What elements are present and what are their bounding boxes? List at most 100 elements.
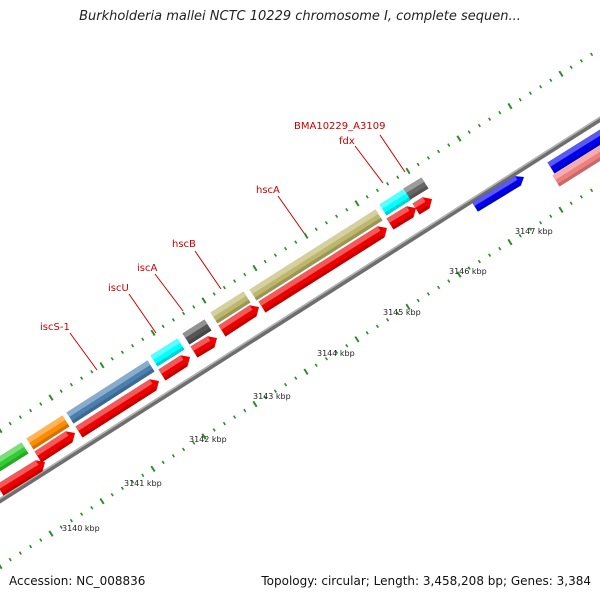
label-line-fdx (354, 145, 384, 184)
cds-red-9-shade (417, 205, 430, 215)
cds-red-7 (258, 226, 387, 313)
tick-upper-33 (335, 214, 339, 219)
tick-upper-2 (18, 415, 22, 419)
backbone-line (0, 116, 600, 504)
gene-label-hscB[interactable]: hscB (172, 239, 196, 250)
tick-lower-48 (488, 253, 492, 257)
tick-upper-22 (222, 285, 226, 290)
tick-upper-0 (0, 428, 3, 434)
cds-red-8 (386, 206, 416, 230)
tick-lower-37 (375, 324, 379, 329)
tick-lower-41 (416, 298, 420, 303)
cds-red-5-shade (195, 344, 215, 358)
summary-text: Topology: circular; Length: 3,458,208 bp… (261, 574, 591, 588)
cds-red-5 (190, 336, 217, 358)
tick-lower-45 (456, 271, 462, 278)
tick-lower-33 (335, 350, 339, 355)
tick-lower-46 (467, 266, 471, 270)
tick-upper-48 (488, 117, 492, 121)
gene-feature-BMA10229_A3109-shade (408, 185, 429, 200)
tick-upper-25 (252, 264, 258, 272)
gene-feature-iscS-1-shade (71, 368, 155, 424)
gene-label-iscS-1[interactable]: iscS-1 (40, 322, 70, 333)
tick-upper-16 (161, 324, 165, 329)
tick-upper-6 (59, 389, 63, 393)
tick-upper-24 (243, 272, 247, 277)
tick-lower-51 (518, 233, 522, 238)
label-line-iscS-1 (69, 332, 98, 371)
tick-lower-13 (131, 479, 135, 484)
tick-upper-17 (171, 318, 175, 322)
tick-lower-40 (405, 303, 411, 311)
accession-text: Accession: NC_008836 (9, 574, 146, 588)
tick-upper-14 (141, 337, 145, 342)
tick-lower-14 (141, 473, 145, 478)
gene-feature-iscA-highlight (182, 319, 208, 338)
label-line-hscB (194, 250, 222, 290)
tick-upper-3 (29, 408, 33, 413)
gene-feature-blue-lower-shade (476, 183, 521, 212)
tick-lower-19 (192, 441, 196, 445)
gene-feature-green-shade (0, 450, 29, 472)
tick-lower-53 (539, 220, 543, 225)
tick-lower-10 (99, 497, 105, 505)
tick-upper-50 (507, 102, 513, 110)
tick-upper-20 (201, 297, 207, 304)
tick-lower-43 (437, 285, 441, 290)
gene-feature-iscA-shade (187, 327, 212, 345)
gene-feature-salmon-shade (557, 157, 600, 187)
tick-lower-55 (558, 206, 564, 214)
tick-upper-5 (48, 394, 54, 401)
tick-upper-11 (110, 356, 114, 361)
tick-upper-15 (150, 329, 156, 337)
kbp-label-3141: 3141 kbp (124, 479, 162, 488)
tick-lower-57 (579, 195, 583, 199)
tick-upper-27 (273, 253, 277, 257)
tick-lower-52 (528, 227, 532, 231)
tick-upper-29 (294, 240, 298, 244)
tick-lower-2 (18, 551, 22, 555)
gene-feature-blue-lower (472, 176, 524, 212)
kbp-label-3145: 3145 kbp (383, 308, 421, 317)
tick-upper-7 (69, 382, 73, 387)
gene-label-iscU[interactable]: iscU (108, 283, 129, 294)
gene-label-iscA[interactable]: iscA (137, 263, 157, 274)
gene-label-hscA[interactable]: hscA (256, 185, 280, 196)
gene-features (0, 129, 600, 496)
tick-lower-4 (39, 538, 43, 542)
cds-red-3 (75, 379, 159, 438)
gene-label-BMA10229_A3109[interactable]: BMA10229_A3109 (294, 121, 385, 132)
tick-upper-37 (375, 188, 379, 193)
tick-upper-18 (182, 311, 186, 316)
tick-upper-42 (426, 156, 430, 160)
tick-lower-54 (549, 214, 553, 219)
gene-feature-hscA-shade (254, 217, 383, 301)
tick-upper-8 (80, 376, 84, 380)
tick-upper-46 (467, 130, 471, 134)
tick-lower-23 (233, 415, 237, 419)
tick-lower-18 (182, 447, 186, 452)
tick-lower-0 (0, 564, 3, 570)
tick-upper-13 (131, 343, 135, 348)
gene-feature-BMA10229_A3109-highlight (403, 177, 425, 193)
gene-feature-iscS-1-highlight (66, 360, 151, 417)
tick-upper-51 (518, 97, 522, 102)
tick-lower-50 (507, 238, 513, 246)
cds-red-5-highlight (190, 336, 211, 351)
tick-upper-56 (569, 65, 573, 70)
gene-feature-blue-upper-highlight (547, 129, 600, 167)
gene-feature-hscB-highlight (210, 291, 247, 317)
cds-red-8-shade (391, 214, 414, 230)
tick-lower-11 (110, 492, 114, 497)
tick-upper-36 (365, 195, 369, 199)
tick-lower-8 (80, 512, 84, 516)
tick-upper-34 (345, 207, 349, 212)
cds-red-3-shade (80, 387, 157, 438)
tick-upper-1 (8, 421, 12, 426)
tick-lower-21 (212, 428, 216, 432)
tick-lower-3 (29, 544, 33, 549)
gene-label-fdx[interactable]: fdx (339, 136, 355, 147)
gene-feature-fdx-shade (384, 196, 412, 216)
tick-upper-45 (456, 135, 462, 142)
cds-red-8-highlight (386, 206, 410, 223)
